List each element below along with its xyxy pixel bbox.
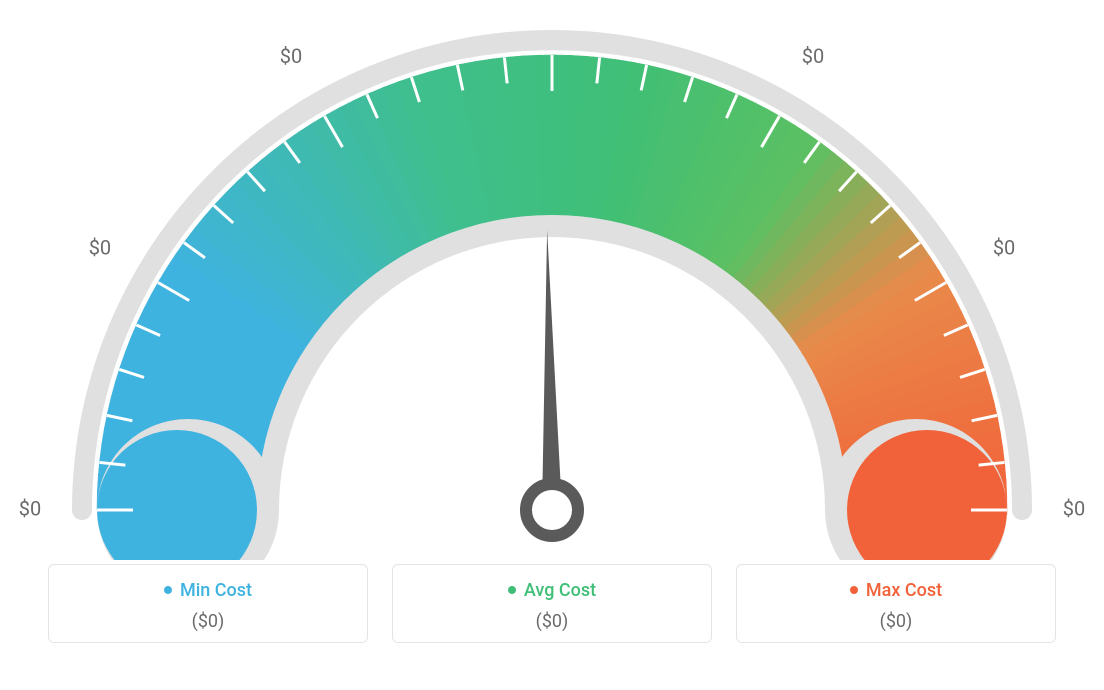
gauge-svg: $0$0$0$0$0$0$0 (0, 0, 1104, 560)
legend-label-max: Max Cost (866, 580, 942, 601)
legend-title-max: Max Cost (850, 580, 942, 601)
legend-card-max: Max Cost ($0) (736, 564, 1056, 643)
svg-text:$0: $0 (1063, 496, 1085, 520)
legend-value-max: ($0) (737, 611, 1055, 632)
svg-text:$0: $0 (89, 235, 111, 259)
legend-card-avg: Avg Cost ($0) (392, 564, 712, 643)
gauge-chart: $0$0$0$0$0$0$0 (0, 0, 1104, 560)
svg-text:$0: $0 (802, 44, 824, 68)
legend-row: Min Cost ($0) Avg Cost ($0) Max Cost ($0… (0, 564, 1104, 643)
legend-value-avg: ($0) (393, 611, 711, 632)
legend-label-avg: Avg Cost (524, 580, 596, 601)
legend-label-min: Min Cost (180, 580, 252, 601)
legend-value-min: ($0) (49, 611, 367, 632)
svg-text:$0: $0 (280, 44, 302, 68)
legend-card-min: Min Cost ($0) (48, 564, 368, 643)
legend-dot-min (164, 586, 172, 594)
legend-dot-max (850, 586, 858, 594)
svg-text:$0: $0 (19, 496, 41, 520)
svg-text:$0: $0 (993, 235, 1015, 259)
legend-dot-avg (508, 586, 516, 594)
legend-title-avg: Avg Cost (508, 580, 596, 601)
legend-title-min: Min Cost (164, 580, 252, 601)
